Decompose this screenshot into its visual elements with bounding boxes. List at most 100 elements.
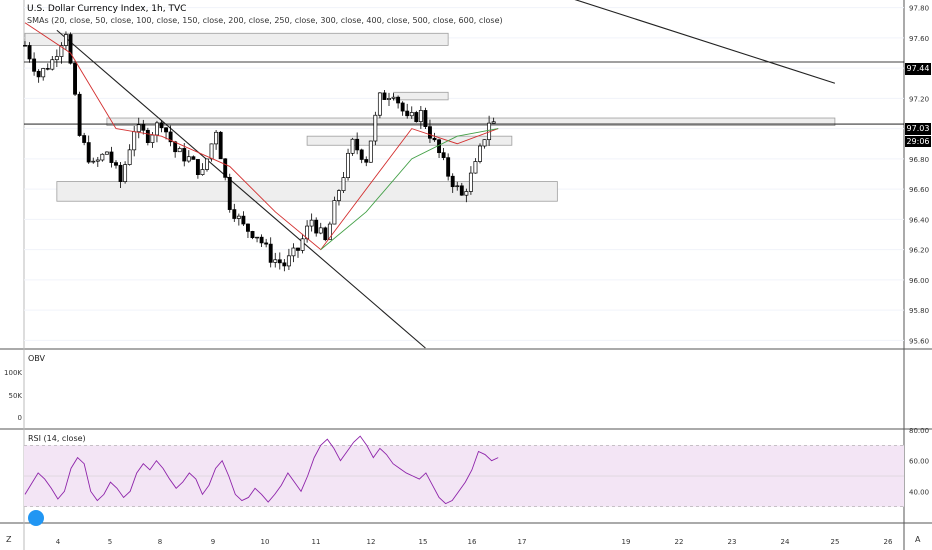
candle-body — [400, 102, 405, 112]
x-tick-label: 5 — [108, 538, 112, 546]
sr-zone — [24, 32, 449, 46]
candle-body — [95, 159, 100, 162]
candle-body — [164, 127, 168, 133]
x-tick-label: 4 — [56, 538, 61, 546]
bottom-right-button[interactable]: A — [915, 535, 921, 544]
candle-body — [114, 162, 118, 166]
price-badge-upper: 97.44 — [905, 63, 931, 75]
candle-body — [282, 262, 287, 267]
rsi-line — [24, 435, 499, 505]
candle-body — [255, 236, 259, 239]
candle-body — [300, 238, 305, 251]
candle-body — [409, 112, 414, 117]
candle-body — [177, 148, 182, 153]
candle-body — [200, 169, 205, 176]
candle-body — [286, 255, 291, 267]
candle-body — [346, 152, 351, 178]
candle-body — [209, 143, 214, 160]
candle-body — [341, 177, 346, 191]
candle-body — [104, 151, 109, 155]
candle-body — [191, 156, 196, 160]
candle-body — [459, 185, 464, 196]
candle-body — [405, 110, 410, 117]
sr-zone — [56, 181, 558, 202]
candle-body — [491, 121, 496, 124]
candle-body — [364, 159, 369, 163]
candle-body — [45, 68, 50, 70]
candle-body — [155, 122, 159, 136]
trendline — [56, 29, 426, 349]
candle-body — [205, 158, 209, 170]
candle-body — [482, 139, 487, 147]
candle-body — [337, 190, 341, 201]
candle-body — [432, 137, 437, 141]
rsi-label: RSI (14, close) — [28, 434, 86, 443]
y-tick-label: 97.20 — [909, 95, 929, 103]
candle-body — [382, 92, 387, 100]
candle-body — [428, 126, 432, 139]
candle-body — [214, 131, 219, 145]
candle-body — [387, 98, 391, 100]
candle-body — [91, 160, 96, 163]
y-tick-label: 96.20 — [909, 247, 929, 255]
candle-body — [455, 185, 460, 188]
candle-body — [50, 59, 55, 70]
candle-body — [473, 161, 478, 174]
obv-label: OBV — [28, 354, 46, 363]
sma-slow-line — [320, 128, 499, 250]
candle-body — [418, 110, 423, 122]
tradingview-logo-icon[interactable] — [28, 510, 44, 526]
candle-body — [423, 110, 428, 127]
candle-body — [273, 259, 278, 263]
candle-body — [259, 236, 264, 244]
candle-body — [32, 58, 37, 72]
candle-body — [218, 131, 223, 160]
candle-body — [73, 62, 77, 95]
candle-body — [132, 131, 137, 151]
candle-body — [314, 219, 319, 234]
candle-body — [268, 243, 273, 263]
candle-body — [86, 142, 91, 163]
chart-title: U.S. Dollar Currency Index, 1h, TVC — [27, 4, 187, 14]
candle-body — [173, 141, 178, 153]
sr-zone — [306, 135, 513, 146]
candles — [23, 31, 496, 272]
x-tick-label: 8 — [158, 538, 162, 546]
x-tick-label: 23 — [728, 538, 737, 546]
x-tick-label: 9 — [211, 538, 215, 546]
candle-body — [291, 247, 296, 257]
candle-body — [82, 135, 87, 143]
x-tick-label: 10 — [261, 538, 270, 546]
candle-body — [63, 34, 68, 46]
y-tick-label: 97.80 — [909, 5, 929, 13]
rsi-tick-label: 60.00 — [909, 458, 929, 466]
price-badge-countdown: 29:06 — [905, 136, 931, 147]
y-tick-label: 95.80 — [909, 307, 929, 315]
candle-body — [264, 242, 269, 245]
candle-body — [246, 223, 250, 232]
candle-body — [186, 156, 191, 162]
y-tick-label: 95.60 — [909, 337, 929, 345]
candle-body — [359, 149, 364, 160]
candle-body — [227, 177, 232, 210]
obv-tick-label: 50K — [9, 392, 23, 400]
candle-body — [318, 227, 323, 234]
candle-body — [373, 114, 378, 142]
candle-body — [241, 215, 246, 225]
candle-body — [182, 148, 187, 162]
x-tick-label: 15 — [419, 538, 428, 546]
candle-body — [468, 172, 473, 192]
candle-body — [441, 152, 446, 158]
bottom-left-button[interactable]: Z — [6, 535, 12, 544]
obv-tick-label: 0 — [18, 414, 22, 422]
x-tick-label: 25 — [831, 538, 840, 546]
candle-body — [118, 164, 123, 182]
x-tick-label: 22 — [675, 538, 684, 546]
candle-body — [296, 247, 300, 251]
candle-body — [355, 138, 360, 151]
candle-body — [232, 209, 237, 219]
candle-body — [309, 219, 314, 227]
candle-body — [23, 45, 27, 47]
